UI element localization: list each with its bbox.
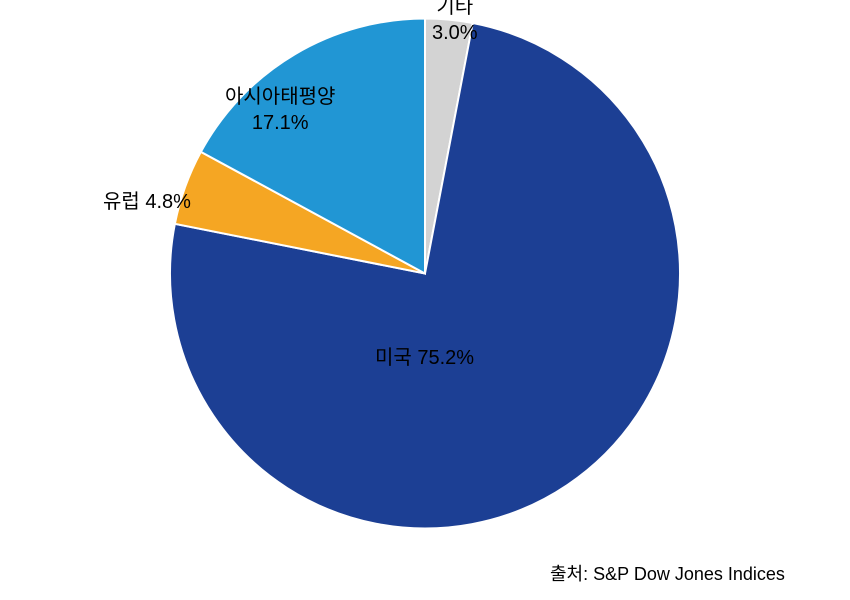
pie-label-value: 17.1%: [225, 110, 335, 136]
chart-source: 출처: S&P Dow Jones Indices: [550, 560, 785, 586]
pie-label-name: 기타: [432, 0, 478, 20]
pie-label-usa: 미국 75.2%: [375, 345, 474, 371]
pie-label-value: 3.0%: [432, 20, 478, 46]
source-text: S&P Dow Jones Indices: [593, 564, 785, 584]
pie-label-apac: 아시아태평양17.1%: [225, 84, 335, 136]
pie-label-name: 아시아태평양: [225, 84, 335, 110]
source-prefix: 출처:: [550, 564, 593, 584]
pie-label-etc: 기타3.0%: [432, 0, 478, 46]
pie-label-europe: 유럽 4.8%: [103, 189, 191, 215]
